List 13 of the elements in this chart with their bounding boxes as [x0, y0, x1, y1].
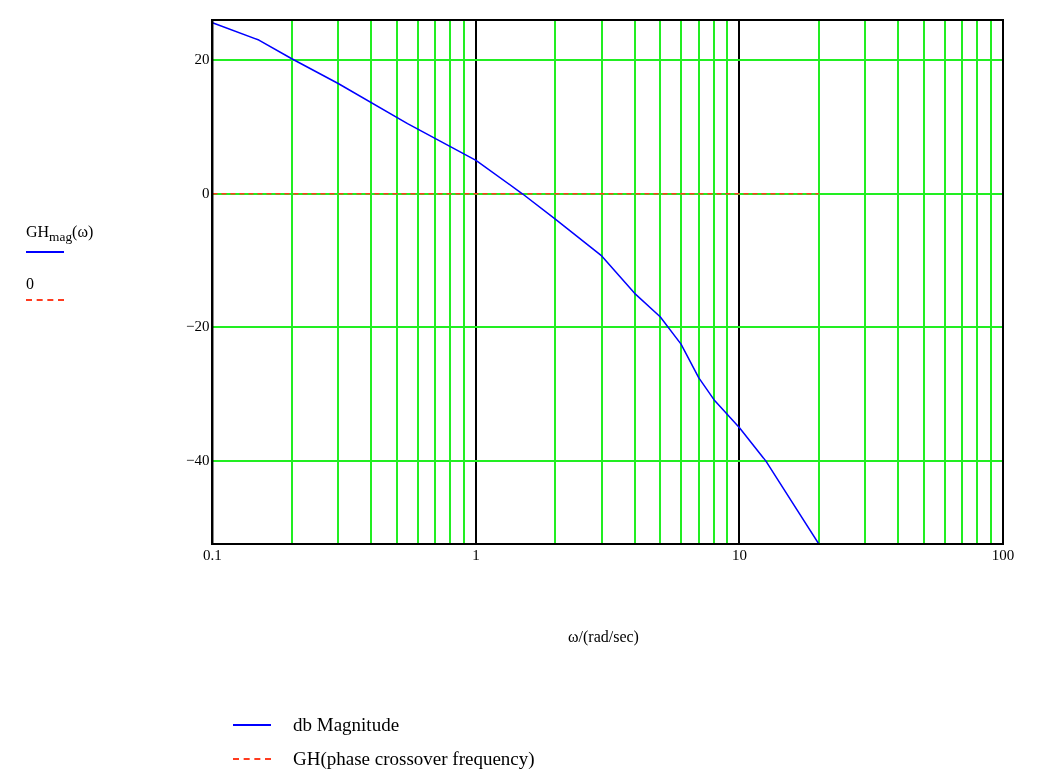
- x-tick-label: 1: [472, 546, 480, 563]
- x-axis-title: ω/(rad/sec): [568, 628, 639, 646]
- text: GH$_{mag}$(ω): [26, 223, 94, 246]
- legend-label: db Magnitude: [293, 714, 400, 736]
- y-tick-label: −40: [185, 452, 210, 469]
- text: 0: [26, 275, 35, 294]
- y-tick-label: 20: [194, 51, 210, 68]
- y-tick-label: 0: [201, 184, 210, 201]
- x-tick-label: 100: [991, 546, 1015, 563]
- x-tick-label: 10: [731, 546, 747, 563]
- x-tick-label: 0.1: [203, 546, 222, 563]
- legend-label: GH(phase crossover frequency): [293, 748, 535, 770]
- y-tick-label: −20: [185, 318, 210, 335]
